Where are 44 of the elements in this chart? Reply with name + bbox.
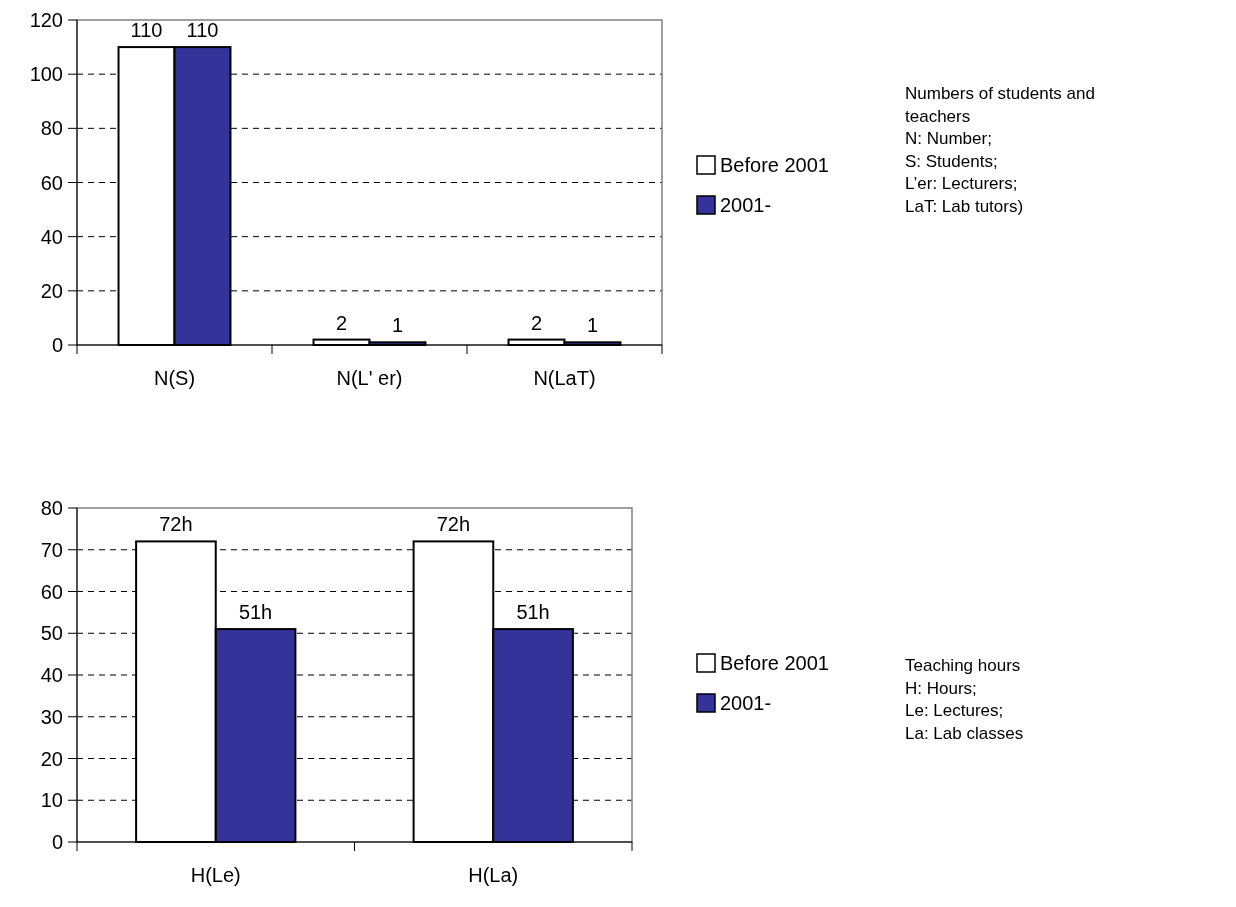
x-tick-label: H(La): [468, 864, 519, 886]
y-tick-label: 10: [40, 789, 63, 812]
data-label: 1: [391, 314, 404, 337]
legend-label: Before 2001: [720, 652, 829, 674]
y-tick-label: 40: [40, 664, 63, 686]
text: N: Number;: [905, 129, 992, 149]
y-tick-label: 60: [40, 580, 63, 603]
y-tick-label: 60: [40, 171, 63, 194]
data-label: 2: [530, 311, 543, 334]
y-tick-label: 80: [40, 117, 63, 140]
text: LaT: Lab tutors): [905, 197, 1024, 216]
text: S: Students;: [905, 151, 998, 171]
y-tick-label: 30: [40, 705, 63, 728]
y-tick-label: 20: [40, 747, 63, 770]
data-label: 110: [186, 19, 219, 42]
x-tick-label: N(L' er): [336, 367, 403, 389]
legend-label: 2001-: [720, 194, 772, 216]
x-tick-label: N(LaT): [533, 367, 596, 389]
text: Numbers of students and teachers: [905, 84, 1095, 126]
text: H: Hours;: [905, 678, 977, 698]
y-tick-label: 0: [51, 334, 63, 356]
y-tick-label: 120: [29, 9, 63, 31]
legend-label: 2001-: [720, 692, 772, 714]
y-tick-label: 100: [29, 63, 63, 86]
y-tick-label: 20: [40, 279, 63, 302]
data-label: 72h: [159, 513, 193, 536]
data-label: 2: [335, 311, 348, 334]
text: La: Lab classes: [905, 723, 1024, 743]
y-tick-label: 70: [40, 538, 63, 561]
y-tick-label: 40: [40, 225, 63, 248]
y-tick-label: 80: [40, 497, 63, 519]
text: L’er: Lecturers;: [905, 174, 1018, 194]
data-label: 51h: [238, 601, 273, 624]
data-label: 72h: [436, 513, 471, 536]
x-tick-label: H(Le): [190, 864, 241, 886]
data-label: 51h: [516, 601, 550, 624]
x-tick-label: N(S): [153, 367, 196, 389]
y-tick-label: 0: [51, 831, 63, 853]
text: Teaching hours: [905, 656, 1021, 675]
y-tick-label: 50: [40, 622, 63, 645]
data-label: 110: [130, 19, 163, 42]
data-label: 1: [586, 314, 599, 337]
text: Le: Lectures;: [905, 701, 1004, 721]
legend-label: Before 2001: [720, 154, 829, 176]
